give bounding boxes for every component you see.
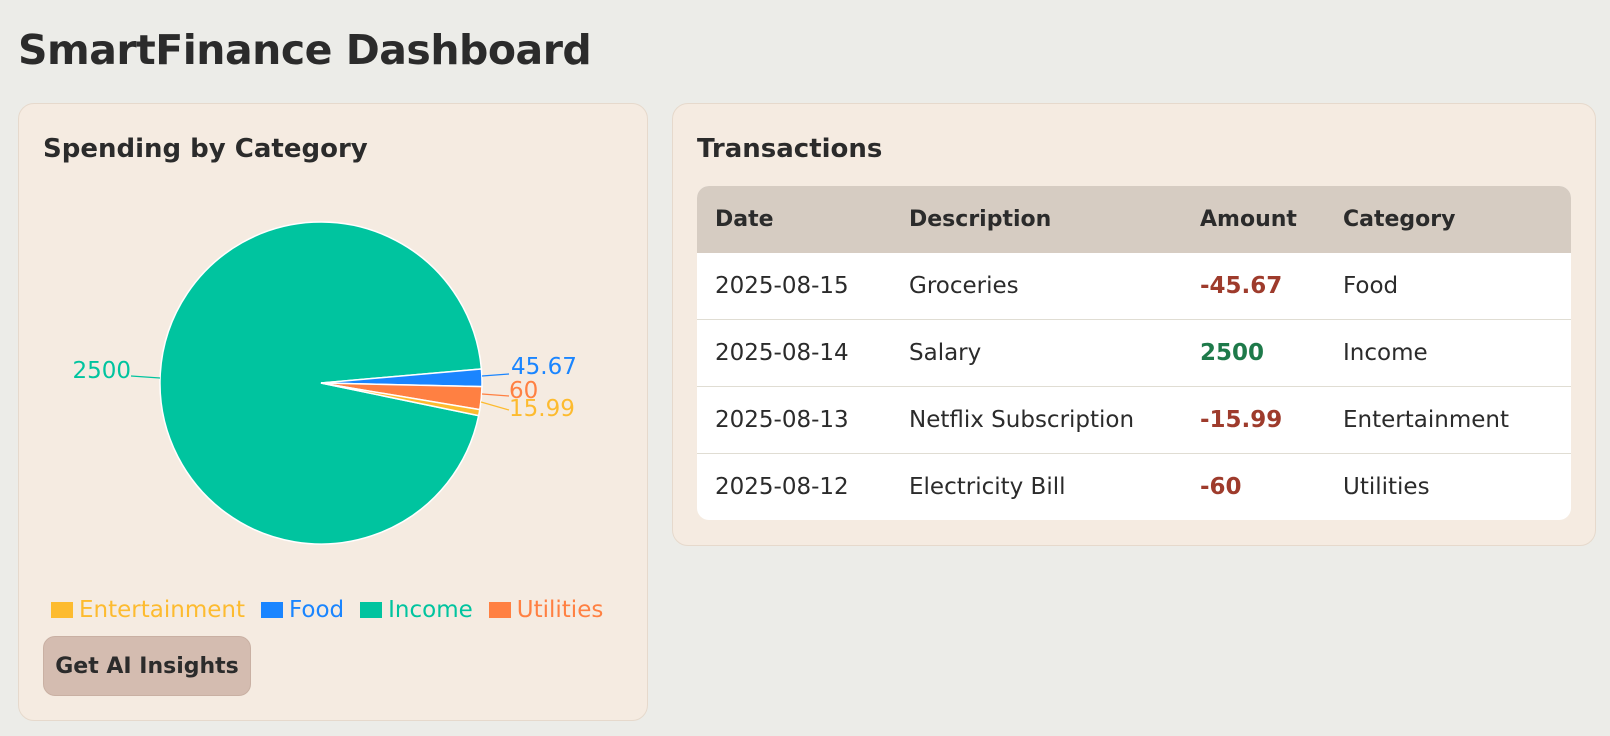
data-label-entertainment: 15.99	[509, 396, 575, 422]
label-line-entertainment	[480, 401, 510, 411]
cell-amount: -45.67	[1182, 253, 1325, 320]
pie-slice-entertainment[interactable]	[320, 382, 481, 417]
cell-amount: -15.99	[1182, 386, 1325, 454]
page-title: SmartFinance Dashboard	[18, 26, 592, 74]
data-label-food: 45.67	[511, 354, 577, 380]
table-row[interactable]: 2025-08-14 Salary 2500 Income	[697, 319, 1571, 387]
legend-item-income[interactable]: Income	[360, 597, 473, 623]
cell-amount: -60	[1200, 474, 1242, 500]
table-row[interactable]: 2025-08-12 Electricity Bill -60 Utilitie…	[697, 454, 1571, 521]
pie-slice-income[interactable]	[159, 221, 483, 545]
legend-label: Food	[288, 597, 345, 623]
column-header-description[interactable]: Description	[909, 207, 1052, 232]
chart-legend: Entertainment Food Income Utilities	[51, 597, 603, 623]
cell-description: Netflix Subscription	[891, 386, 1182, 454]
column-header-date[interactable]: Date	[715, 207, 774, 232]
legend-swatch	[360, 602, 383, 618]
legend-item-entertainment[interactable]: Entertainment	[51, 597, 245, 623]
transactions-card: Transactions Date Description Amount Cat…	[672, 103, 1596, 546]
table-row[interactable]: 2025-08-15 Groceries -45.67 Food	[697, 253, 1571, 320]
cell-date: 2025-08-12	[715, 474, 849, 500]
get-ai-insights-button[interactable]: Get AI Insights	[43, 636, 251, 696]
legend-label: Utilities	[516, 597, 604, 623]
spending-card-title: Spending by Category	[43, 134, 368, 164]
spending-card: Spending by Category 15.99 45.67 2500 60 En…	[18, 103, 648, 721]
cell-date: 2025-08-14	[697, 319, 891, 387]
legend-label: Entertainment	[79, 597, 245, 623]
column-header-category[interactable]: Category	[1343, 207, 1456, 232]
data-label-utilities: 60	[509, 378, 538, 404]
label-line-utilities	[481, 393, 510, 397]
cell-description: Groceries	[891, 253, 1182, 320]
cell-category: Utilities	[1343, 474, 1430, 500]
legend-item-food[interactable]: Food	[260, 597, 345, 623]
cell-category: Income	[1325, 319, 1571, 387]
legend-item-utilities[interactable]: Utilities	[488, 597, 604, 623]
cell-category: Food	[1325, 253, 1571, 320]
cell-amount: 2500	[1182, 319, 1325, 387]
table-row[interactable]: 2025-08-13 Netflix Subscription -15.99 E…	[697, 386, 1571, 454]
cell-description: Electricity Bill	[909, 474, 1066, 500]
transactions-card-title: Transactions	[697, 134, 883, 164]
legend-label: Income	[388, 597, 473, 623]
cell-category: Entertainment	[1325, 386, 1571, 454]
cell-date: 2025-08-13	[697, 386, 891, 454]
pie-chart: 15.99 45.67 2500 60	[72, 221, 577, 545]
label-line-food	[481, 373, 510, 377]
cell-date: 2025-08-15	[697, 253, 891, 320]
legend-swatch	[260, 602, 283, 618]
label-line-income	[130, 375, 161, 379]
table-header-row: Date Description Amount Category	[697, 186, 1571, 253]
transactions-table: Date Description Amount Category 2025-08…	[697, 186, 1571, 520]
column-header-amount[interactable]: Amount	[1200, 207, 1297, 232]
cell-description: Salary	[891, 319, 1182, 387]
data-label-income: 2500	[72, 358, 131, 384]
legend-swatch	[51, 602, 73, 618]
legend-swatch	[488, 602, 511, 618]
